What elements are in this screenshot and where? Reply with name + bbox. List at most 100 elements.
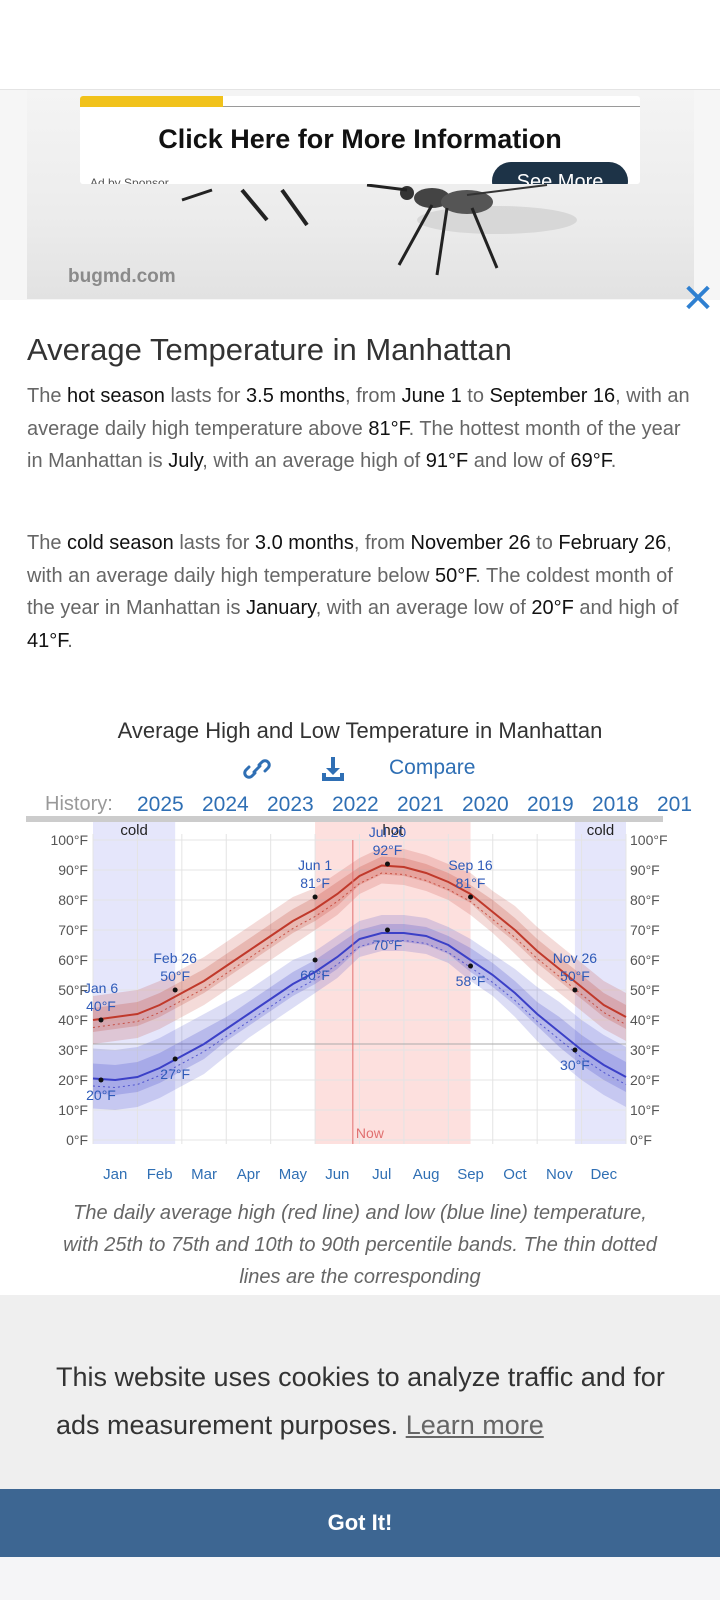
y-tick-label-right: 80°F <box>630 892 660 908</box>
cookie-banner: This website uses cookies to analyze tra… <box>0 1295 720 1600</box>
annotation-value: 30°F <box>560 1057 590 1073</box>
history-year-link[interactable]: 201 <box>657 793 693 816</box>
highlighted-value: 81°F <box>368 417 409 440</box>
y-tick-label-left: 0°F <box>66 1132 88 1148</box>
y-tick-label-left: 20°F <box>58 1072 88 1088</box>
history-year-link[interactable]: 2023 <box>267 793 314 816</box>
y-tick-label-right: 40°F <box>630 1012 660 1028</box>
annotation-value: 70°F <box>373 937 403 953</box>
x-tick-label: Dec <box>590 1166 617 1182</box>
ad-stripe-line <box>223 96 640 107</box>
cold-season-paragraph: The cold season lasts for 3.0 months, fr… <box>27 527 694 657</box>
paragraph-text: , with an average daily high temperature… <box>27 532 672 587</box>
learn-more-link[interactable]: Learn more <box>405 1410 544 1440</box>
y-tick-label-right: 60°F <box>630 952 660 968</box>
percentile-band-10-90 <box>93 915 626 1110</box>
compare-link[interactable]: Compare <box>389 756 476 779</box>
paragraph-text: , with an average daily high temperature… <box>27 385 690 440</box>
highlighted-value: 3.5 months <box>246 385 345 407</box>
history-year-link[interactable]: 2020 <box>462 793 509 816</box>
annotation-date: Jul 20 <box>369 824 407 840</box>
y-tick-label-left: 60°F <box>58 952 88 968</box>
annotation-date: Feb 26 <box>153 950 197 966</box>
now-marker-label: Now <box>356 1125 385 1141</box>
history-year-link[interactable]: 2019 <box>527 793 574 816</box>
annotation-point <box>312 957 318 963</box>
annotation-date: Jan 6 <box>84 980 118 996</box>
ad-title[interactable]: Click Here for More Information <box>158 124 562 154</box>
annotation-value: 50°F <box>160 968 190 984</box>
link-icon[interactable] <box>242 754 272 784</box>
annotation-value: 60°F <box>300 967 330 983</box>
cookie-message: This website uses cookies to analyze tra… <box>56 1353 676 1449</box>
annotation-point <box>172 987 178 993</box>
x-tick-label: Jul <box>372 1166 391 1182</box>
history-year-link[interactable]: 2025 <box>137 793 184 816</box>
history-year-link[interactable]: 2024 <box>202 793 249 816</box>
history-scroll-track[interactable] <box>26 816 663 822</box>
x-tick-label: Aug <box>413 1166 440 1182</box>
highlighted-value: September 16 <box>489 385 616 407</box>
annotation-point <box>468 963 474 969</box>
annotation-point <box>98 1077 104 1083</box>
y-tick-label-right: 0°F <box>630 1132 652 1148</box>
x-tick-label: Jan <box>103 1166 127 1182</box>
paragraph-text: . The hottest month of the year in Manha… <box>27 417 681 473</box>
y-tick-label-right: 20°F <box>630 1072 660 1088</box>
x-tick-label: Apr <box>237 1166 260 1182</box>
paragraph-text: and low of <box>468 450 571 472</box>
ad-card[interactable]: Click Here for More Information Ad by Sp… <box>80 96 640 184</box>
history-label: History: <box>45 793 113 815</box>
y-tick-label-left: 100°F <box>50 832 88 848</box>
ad-byline: Ad by Sponsor <box>90 176 169 184</box>
y-tick-label-left: 90°F <box>58 862 88 878</box>
x-tick-label: Sep <box>457 1166 484 1182</box>
low-temperature-line <box>92 932 627 1082</box>
annotation-value: 20°F <box>86 1087 116 1103</box>
highlighted-value: 50°F <box>435 564 476 587</box>
chart-caption: The daily average high (red line) and lo… <box>63 1202 657 1288</box>
annotation-point <box>172 1056 178 1062</box>
paragraph-text: , with an average low of <box>315 597 532 619</box>
highlighted-value: 69°F <box>570 450 611 472</box>
ad-see-more-button[interactable]: See More <box>492 162 628 184</box>
y-tick-label-right: 50°F <box>630 982 660 998</box>
paragraph-text: and high of <box>573 597 679 619</box>
highlighted-value: June 1 <box>401 385 462 407</box>
advertisement-banner[interactable]: bugmd.com Click Here for More Informatio… <box>0 90 720 319</box>
cookie-text: This website uses cookies to analyze tra… <box>56 1362 665 1440</box>
close-icon[interactable]: ✕ <box>681 277 715 321</box>
annotation-value: 40°F <box>86 998 116 1014</box>
ad-url: bugmd.com <box>68 266 176 287</box>
y-tick-label-left: 40°F <box>58 1012 88 1028</box>
nav-bar-area <box>0 1557 720 1600</box>
hot-season-paragraph: The hot season lasts for 3.5 months, fro… <box>27 380 694 478</box>
y-tick-label-right: 70°F <box>630 922 660 938</box>
paragraph-text: to <box>530 532 559 554</box>
annotation-point <box>572 1047 578 1053</box>
history-year-link[interactable]: 2022 <box>332 793 379 816</box>
season-label: cold <box>587 822 615 839</box>
highlighted-value: February 26 <box>558 532 667 554</box>
got-it-button[interactable]: Got It! <box>0 1489 720 1557</box>
download-icon[interactable] <box>318 754 348 784</box>
paragraph-text: to <box>461 385 490 407</box>
history-year-link[interactable]: 2021 <box>397 793 444 816</box>
y-tick-label-right: 90°F <box>630 862 660 878</box>
y-tick-label-right: 10°F <box>630 1102 660 1118</box>
x-tick-label: Mar <box>191 1166 217 1182</box>
annotation-value: 92°F <box>373 842 403 858</box>
y-tick-label-left: 50°F <box>58 982 88 998</box>
annotation-value: 81°F <box>456 875 486 891</box>
dotted-reference-line <box>92 940 627 1089</box>
season-label: hot <box>382 822 404 839</box>
history-year-link[interactable]: 2018 <box>592 793 639 816</box>
highlighted-value: 3.0 months <box>254 532 354 554</box>
annotation-point <box>384 927 390 933</box>
x-tick-label: Oct <box>503 1166 527 1182</box>
season-label: cold <box>120 822 148 839</box>
highlighted-value: 20°F <box>531 597 574 619</box>
annotation-point <box>468 894 474 900</box>
y-tick-label-left: 80°F <box>58 892 88 908</box>
